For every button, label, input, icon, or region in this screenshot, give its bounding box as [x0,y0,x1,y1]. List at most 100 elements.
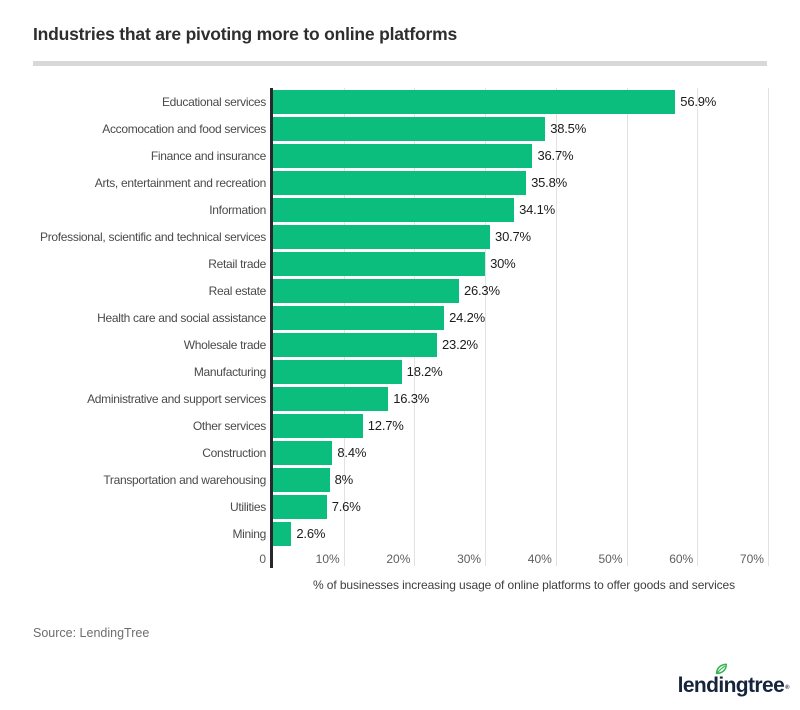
bar-row: Arts, entertainment and recreation 35.8% [33,169,775,196]
bar-row: Information 34.1% [33,196,775,223]
value-label: 26.3% [463,283,500,298]
bar-row: Construction 8.4% [33,439,775,466]
x-tick-label: 10% [315,552,340,566]
category-label: Accomocation and food services [33,122,273,136]
category-label: Retail trade [33,257,273,271]
bar-cell: 34.1% [273,196,775,223]
bar-cell: 18.2% [273,358,775,385]
x-tick-label: 0 [259,552,266,566]
bar [273,89,676,114]
category-label-text: Administrative and support services [87,391,266,406]
bar-cell: 16.3% [273,385,775,412]
plot-area: 0 10% 20% 30% 40% 50% 60% 70% [259,88,775,568]
bar-cell: 38.5% [273,115,775,142]
gridline [697,88,699,566]
value-label: 8% [334,472,354,487]
category-label: Administrative and support services [33,392,273,406]
category-label: Educational services [33,95,273,109]
bar-cell: 8.4% [273,439,775,466]
value-label: 24.2% [449,310,485,325]
gridline [767,88,769,566]
bar-row: Professional, scientific and technical s… [33,223,775,250]
y-axis-line [270,88,273,568]
category-label-text: Educational services [161,94,266,109]
value-label: 2.6% [296,526,326,541]
category-label: Mining [33,527,273,541]
category-label: Information [33,203,273,217]
value-label: 38.5% [550,121,587,136]
value-label: 30% [490,256,516,271]
category-label: Finance and insurance [33,149,273,163]
value-label: 23.2% [442,337,478,352]
bar-cell: 36.7% [273,142,775,169]
value-label: 18.2% [406,364,443,379]
category-label: Manufacturing [33,365,273,379]
category-label: Wholesale trade [33,338,273,352]
value-label: 34.1% [519,202,555,217]
bar-row: Health care and social assistance 24.2% [33,304,775,331]
category-label: Utilities [33,500,273,514]
category-label-text: Mining [232,526,266,541]
bar [273,143,533,168]
bar [273,305,445,330]
bar-cell: 7.6% [273,493,775,520]
bar [273,386,389,411]
bar-row: Administrative and support services 16.3% [33,385,775,412]
bar-cell: 56.9% [273,88,775,115]
category-label-text: Utilities [230,499,266,514]
bar-row: Retail trade 30% [33,250,775,277]
category-label-text: Real estate [208,283,267,298]
value-label: 35.8% [531,175,567,190]
logo-wordmark: lendingtree® [678,663,790,696]
bar [273,224,491,249]
x-axis-title: % of businesses increasing usage of onli… [312,578,736,592]
bar [273,359,402,384]
bar-row: Utilities 7.6% [33,493,775,520]
leaf-icon [715,663,727,675]
value-label: 16.3% [393,391,430,406]
bar-cell: 35.8% [273,169,775,196]
bar [273,494,327,519]
source-note: Source: LendingTree [33,626,150,640]
category-label-text: Finance and insurance [150,148,266,163]
category-label-text: Accomocation and food services [102,121,266,136]
category-label-text: Manufacturing [193,364,266,379]
bar-cell: 23.2% [273,331,775,358]
gridline [485,88,487,566]
bar-cell: 12.7% [273,412,775,439]
bar-row: Wholesale trade 23.2% [33,331,775,358]
category-label: Real estate [33,284,273,298]
category-label: Other services [33,419,273,433]
bar [273,467,330,492]
bar [273,278,459,303]
category-label-text: Construction [202,445,266,460]
bar-cell: 2.6% [273,520,775,547]
x-tick-label: 20% [386,552,411,566]
bar-cell: 26.3% [273,277,775,304]
category-label: Professional, scientific and technical s… [33,230,273,244]
bar-chart: 0 10% 20% 30% 40% 50% 60% 70% Educational servi… [33,88,775,600]
bar-row: Transportation and warehousing 8% [33,466,775,493]
value-label: 36.7% [537,148,574,163]
value-label: 7.6% [331,499,361,514]
category-label: Construction [33,446,273,460]
bar [273,251,486,276]
value-label: 8.4% [337,445,367,460]
x-tick-label: 60% [669,552,694,566]
bar [273,521,292,546]
bar-row: Mining 2.6% [33,520,775,547]
category-label-text: Transportation and warehousing [103,472,266,487]
bar-cell: 8% [273,466,775,493]
category-label-text: Professional, scientific and technical s… [39,229,266,244]
lendingtree-logo: lendingtree® [678,662,790,696]
category-label: Arts, entertainment and recreation [33,176,273,190]
bar-row: Finance and insurance 36.7% [33,142,775,169]
bar [273,413,363,438]
bar [273,197,515,222]
bar-row: Other services 12.7% [33,412,775,439]
bar [273,332,438,357]
chart-title: Industries that are pivoting more to onl… [33,24,458,44]
value-label: 30.7% [495,229,531,244]
category-label-text: Arts, entertainment and recreation [94,175,267,190]
